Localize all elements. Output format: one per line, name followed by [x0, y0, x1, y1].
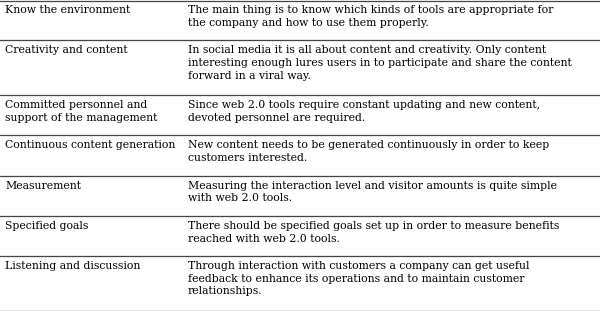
Text: Committed personnel and
support of the management: Committed personnel and support of the m…	[5, 100, 157, 123]
Text: In social media it is all about content and creativity. Only content
interesting: In social media it is all about content …	[188, 45, 572, 81]
Text: Continuous content generation: Continuous content generation	[5, 141, 175, 151]
Text: New content needs to be generated continuously in order to keep
customers intere: New content needs to be generated contin…	[188, 141, 549, 163]
Text: Listening and discussion: Listening and discussion	[5, 261, 140, 271]
Text: There should be specified goals set up in order to measure benefits
reached with: There should be specified goals set up i…	[188, 221, 559, 244]
Text: Know the environment: Know the environment	[5, 5, 130, 15]
Text: Since web 2.0 tools require constant updating and new content,
devoted personnel: Since web 2.0 tools require constant upd…	[188, 100, 540, 123]
Text: Measurement: Measurement	[5, 181, 81, 191]
Text: Through interaction with customers a company can get useful
feedback to enhance : Through interaction with customers a com…	[188, 261, 530, 296]
Text: Creativity and content: Creativity and content	[5, 45, 128, 55]
Text: Measuring the interaction level and visitor amounts is quite simple
with web 2.0: Measuring the interaction level and visi…	[188, 181, 557, 203]
Text: Specified goals: Specified goals	[5, 221, 88, 231]
Text: The main thing is to know which kinds of tools are appropriate for
the company a: The main thing is to know which kinds of…	[188, 5, 553, 28]
